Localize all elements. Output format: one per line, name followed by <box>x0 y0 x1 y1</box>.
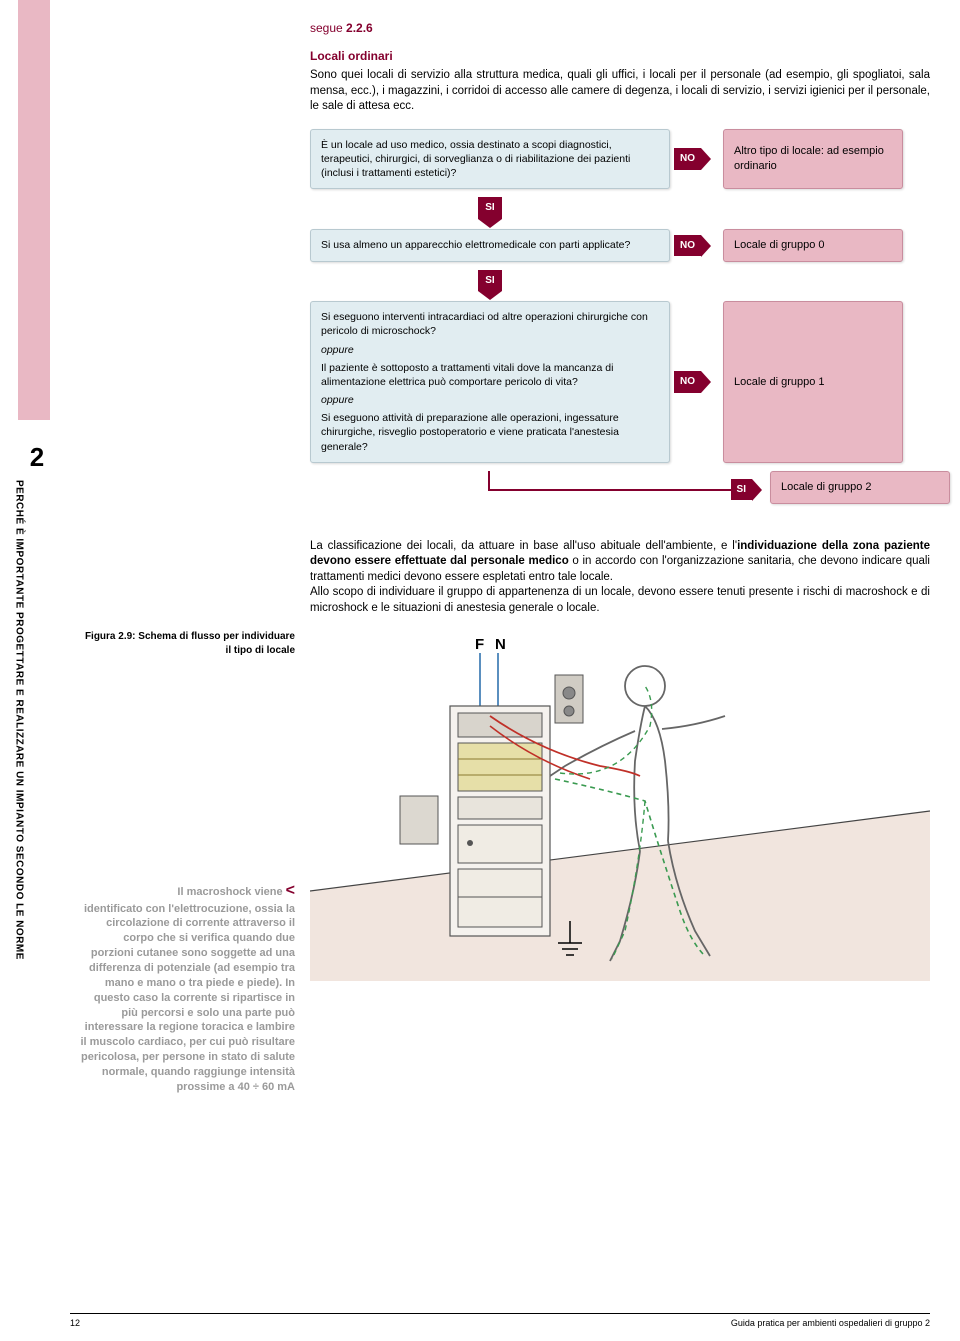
svg-text:N: N <box>495 636 506 653</box>
d3-q3: Si eseguono attività di preparazione all… <box>321 411 659 454</box>
result-box-group0: Locale di gruppo 0 <box>723 229 903 262</box>
intro-section: Locali ordinari Sono quei locali di serv… <box>310 48 930 115</box>
macroshock-sidebar: Il macroshock viene < identificato con l… <box>80 880 295 1095</box>
oppure-1: oppure <box>321 343 659 357</box>
decision-box-1: È un locale ad uso medico, ossia destina… <box>310 129 670 190</box>
intro-title: Locali ordinari <box>310 48 930 64</box>
si-arrow-final: SI <box>731 479 752 501</box>
no-arrow-2: NO <box>674 235 701 257</box>
bold-span: individuazione della zona paziente devon… <box>310 540 930 568</box>
no-arrow-1: NO <box>674 148 701 170</box>
oppure-2: oppure <box>321 393 659 407</box>
body-paragraph: La classificazione dei locali, da attuar… <box>310 539 930 617</box>
d3-q2: Il paziente è sottoposto a trattamenti v… <box>321 361 659 389</box>
flow-row-2: Si usa almeno un apparecchio elettromedi… <box>310 229 950 262</box>
page-number: 12 <box>70 1317 80 1329</box>
no-arrow-3: NO <box>674 371 701 393</box>
flow-row-1: È un locale ad uso medico, ossia destina… <box>310 129 950 190</box>
illustration: F N <box>310 631 930 981</box>
decision-box-3: Si eseguono interventi intracardiaci od … <box>310 301 670 463</box>
side-label: 2 PERCHÉ È IMPORTANTE PROGETTARE E REALI… <box>12 440 62 1060</box>
intro-body: Sono quei locali di servizio alla strutt… <box>310 68 930 115</box>
result-box-ordinary: Altro tipo di locale: ad esempio ordinar… <box>723 129 903 190</box>
result-box-group2: Locale di gruppo 2 <box>770 471 950 504</box>
figure-caption: Figura 2.9: Schema di flusso per individ… <box>80 630 295 657</box>
chapter-number: 2 <box>12 440 62 475</box>
side-pink-bar <box>18 0 50 420</box>
si-arrow-2: SI <box>478 270 502 292</box>
svg-text:F: F <box>475 636 484 653</box>
d3-q1: Si eseguono interventi intracardiaci od … <box>321 310 659 338</box>
macroshock-text: Il macroshock viene <box>177 886 282 898</box>
chevron-icon: < <box>286 882 295 899</box>
result-box-group1: Locale di gruppo 1 <box>723 301 903 463</box>
decision-box-2: Si usa almeno un apparecchio elettromedi… <box>310 229 670 262</box>
flow-row-3: Si eseguono interventi intracardiaci od … <box>310 301 950 463</box>
si-arrow-1: SI <box>478 197 502 219</box>
page-footer: 12 Guida pratica per ambienti ospedalier… <box>70 1313 930 1329</box>
footer-title: Guida pratica per ambienti ospedalieri d… <box>731 1317 930 1329</box>
chapter-title-vertical: PERCHÉ È IMPORTANTE PROGETTARE E REALIZZ… <box>12 480 26 1040</box>
continuation-ref: segue 2.2.6 <box>310 20 930 36</box>
